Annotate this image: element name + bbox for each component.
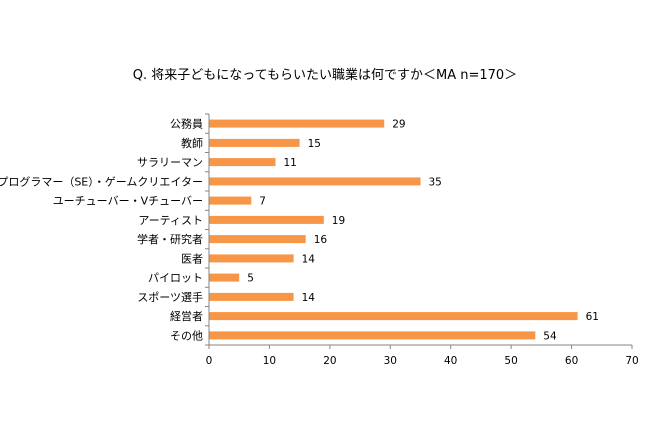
bar-9 [209,292,294,301]
x-tick-label-6: 60 [565,355,578,367]
bar-11 [209,331,536,340]
data-label-4: 7 [259,196,266,208]
bar-8 [209,273,240,282]
data-label-1: 15 [308,138,321,150]
x-tick-label-5: 50 [504,355,517,367]
data-label-5: 19 [332,215,345,227]
category-label-8: パイロット [148,272,203,285]
bar-4 [209,196,252,205]
category-label-6: 学者・研究者 [137,232,203,246]
data-label-8: 5 [247,273,254,285]
x-tick-label-4: 40 [444,355,457,367]
data-label-9: 14 [302,292,316,304]
bar-7 [209,254,294,263]
bar-6 [209,235,306,244]
category-label-1: 教師 [181,137,203,150]
category-label-7: 医者 [181,252,203,265]
bar-10 [209,312,578,321]
bar-5 [209,215,324,224]
bars-layer [209,119,578,340]
bar-3 [209,177,421,186]
category-label-3: プログラマー（SE）・ゲームクリエイター [0,174,203,188]
x-tick-label-1: 10 [263,355,276,367]
labels-layer: 公務員 29 教師 15 サラリーマン 11 プログラマー（SE）・ゲームクリエイター 35 ユ… [0,117,639,367]
data-label-2: 11 [284,157,297,169]
category-label-0: 公務員 [170,117,203,131]
x-tick-label-0: 0 [206,355,213,367]
category-label-10: 経営者 [170,309,203,323]
category-label-2: サラリーマン [137,156,203,169]
x-tick-label-2: 20 [323,355,336,367]
data-label-10: 61 [586,311,599,323]
axis-layer [205,113,633,349]
data-label-6: 16 [314,234,328,246]
data-label-7: 14 [302,253,316,265]
bar-0 [209,119,385,128]
category-label-11: その他 [170,329,203,342]
category-label-4: ユーチューバー・Vチューバー [53,195,203,208]
category-label-9: スポーツ選手 [137,290,203,304]
data-label-0: 29 [392,119,405,131]
data-label-3: 35 [429,176,442,188]
x-tick-label-3: 30 [384,355,397,367]
bar-2 [209,158,276,167]
data-label-11: 54 [543,330,557,342]
x-tick-label-7: 70 [625,355,638,367]
bar-1 [209,138,300,147]
chart-title: Q. 将来子どもになってもらいたい職業は何ですか＜MA n=170＞ [132,68,518,83]
category-label-5: アーティスト [138,214,203,227]
